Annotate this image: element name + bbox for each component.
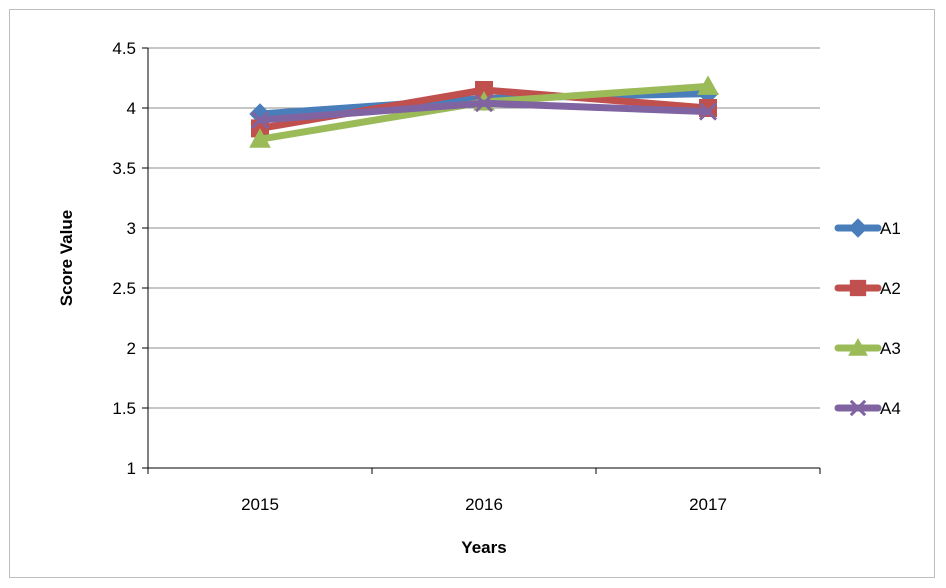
y-tick-label: 1	[127, 459, 136, 478]
y-tick-label: 3	[127, 219, 136, 238]
legend: A1 A2 A3 A4	[834, 218, 901, 418]
legend-marker	[848, 218, 868, 238]
legend-label: A2	[880, 279, 901, 298]
y-tick-label: 2	[127, 339, 136, 358]
y-tick-label: 4.5	[112, 39, 136, 58]
x-axis-title: Years	[461, 538, 506, 557]
x-tick-label: 2017	[689, 495, 727, 514]
legend-label: A1	[880, 219, 901, 238]
marker-stroke	[474, 94, 494, 113]
series-lines	[249, 75, 719, 148]
legend-marker	[849, 279, 867, 297]
legend-item-a4: A4	[834, 399, 901, 418]
marker-stroke	[849, 399, 867, 417]
legend-marker	[849, 399, 867, 417]
y-tick-label: 2.5	[112, 279, 136, 298]
series-a4	[250, 94, 718, 130]
y-tick-label: 3.5	[112, 159, 136, 178]
marker-stroke	[250, 110, 270, 130]
series-line	[256, 99, 712, 124]
data-point	[697, 75, 719, 95]
data-point	[698, 102, 718, 121]
marker-stroke	[698, 102, 718, 121]
y-tick-label: 4	[127, 99, 136, 118]
data-point	[250, 110, 270, 130]
x-tick-label: 2016	[465, 495, 503, 514]
x-tick-label: 2015	[241, 495, 279, 514]
legend-label: A3	[880, 339, 901, 358]
legend-item-a1: A1	[834, 218, 901, 238]
y-axis-title: Score Value	[57, 210, 76, 306]
legend-item-a3: A3	[834, 337, 901, 358]
legend-item-a2: A2	[834, 279, 901, 298]
data-point	[249, 128, 271, 148]
legend-label: A4	[880, 399, 901, 418]
data-point	[474, 94, 494, 113]
tick-labels: 1 1.5 2 2.5 3 3.5 4 4.5 2015 2016 2017	[112, 39, 727, 514]
legend-marker	[848, 337, 868, 356]
axes	[142, 47, 821, 474]
y-tick-label: 1.5	[112, 399, 136, 418]
